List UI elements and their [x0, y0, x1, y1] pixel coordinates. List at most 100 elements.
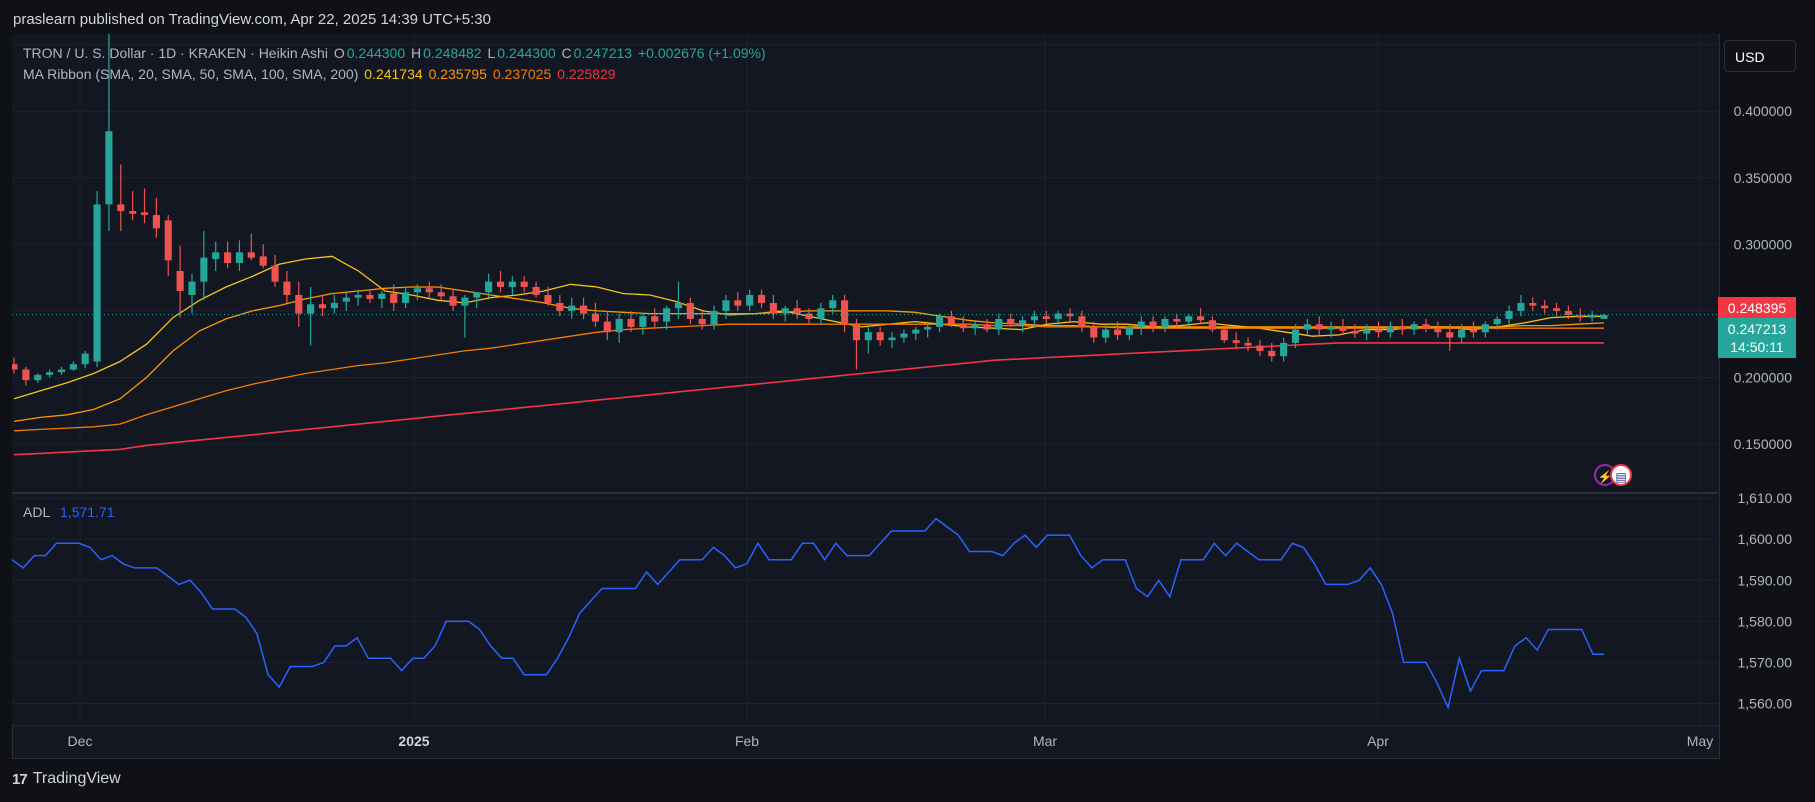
candle-body	[852, 324, 861, 341]
candle	[1042, 310, 1050, 325]
candle-body	[568, 305, 576, 311]
candle-body	[1600, 314, 1608, 319]
candle	[1315, 316, 1323, 335]
candle-body	[496, 281, 505, 287]
bar-countdown: 14:50:11	[1730, 339, 1784, 355]
candle-body	[508, 281, 516, 287]
candle	[627, 310, 635, 333]
candle-body	[164, 220, 172, 261]
candle	[1303, 318, 1311, 335]
candle-body	[1042, 316, 1050, 319]
publisher-info: praslearn published on TradingView.com, …	[13, 11, 491, 28]
us-flag-icon[interactable]: ▤	[1610, 464, 1632, 486]
event-icons[interactable]: ⚡ ▤	[1594, 464, 1632, 486]
candle-body	[224, 252, 232, 263]
candle	[366, 289, 374, 303]
candle	[1066, 308, 1074, 322]
price-pane	[12, 34, 1718, 492]
candle	[1280, 337, 1288, 362]
top-bar: praslearn published on TradingView.com, …	[0, 0, 1815, 36]
candle-body	[461, 297, 469, 306]
candle-body	[1197, 316, 1205, 321]
currency-button[interactable]: USD	[1724, 40, 1796, 72]
open-label: O	[333, 45, 345, 61]
y-tick-label: 0.400000	[1734, 103, 1793, 119]
footer-brand[interactable]: TradingView	[32, 770, 121, 787]
candle	[1339, 318, 1347, 335]
candle	[1363, 324, 1371, 341]
candle-body	[924, 326, 932, 330]
candle	[769, 294, 777, 319]
candle-body	[271, 265, 279, 282]
candle	[947, 310, 955, 327]
candle-body	[1078, 316, 1086, 327]
candle	[663, 305, 671, 330]
candle	[841, 294, 849, 333]
candle-body	[995, 318, 1003, 330]
candle-body	[663, 308, 671, 322]
candle	[496, 270, 505, 293]
candle	[1232, 332, 1240, 349]
candle	[235, 240, 244, 271]
candle-body	[639, 316, 647, 327]
candle-body	[1054, 313, 1062, 319]
candle-body	[1019, 320, 1027, 325]
candle-body	[1552, 308, 1561, 311]
candle	[971, 321, 979, 335]
candle	[1398, 318, 1406, 335]
candle-body	[615, 318, 623, 333]
candle-body	[817, 308, 825, 319]
price-chart[interactable]: Dec2025FebMarAprMay0.4500000.4000000.350…	[12, 34, 1802, 759]
candle-body	[22, 369, 30, 381]
candle-body	[722, 300, 730, 311]
price-plot	[12, 34, 1608, 456]
adl-tick-label: 1,580.00	[1738, 613, 1793, 629]
footer[interactable]: 17 TradingView	[12, 770, 121, 788]
sma20-value: 0.241734	[364, 66, 423, 82]
candle-body	[1398, 326, 1406, 330]
candle-body	[1327, 326, 1335, 330]
candle	[247, 233, 255, 261]
candle-body	[1066, 313, 1074, 317]
candle-body	[1149, 321, 1157, 327]
candle	[46, 369, 54, 378]
candle-body	[1576, 314, 1584, 318]
candle	[1007, 313, 1015, 327]
x-tick-label: 2025	[398, 733, 429, 749]
candle	[912, 326, 920, 341]
sma200-value: 0.225829	[557, 66, 616, 82]
candle-body	[117, 204, 125, 212]
tradingview-logo[interactable]: 17	[12, 770, 28, 788]
candle	[1102, 324, 1110, 343]
candle	[152, 197, 160, 238]
candle-body	[1102, 329, 1110, 338]
candle-body	[591, 313, 599, 322]
candle	[1458, 324, 1466, 343]
candle	[12, 357, 18, 374]
candle-body	[769, 302, 777, 314]
candle	[200, 231, 208, 301]
symbol-legend[interactable]: TRON / U. S. Dollar · 1D · KRAKEN · Heik…	[23, 45, 768, 61]
candle	[1505, 305, 1513, 325]
close-value: 0.247213	[573, 45, 633, 61]
adl-legend[interactable]: ADL 1,571.71	[23, 504, 117, 520]
candle	[817, 302, 825, 325]
low-label: L	[487, 45, 496, 61]
candle	[259, 244, 267, 269]
symbol-title: TRON / U. S. Dollar · 1D · KRAKEN · Heik…	[23, 45, 328, 61]
y-tick-label: 0.300000	[1734, 236, 1793, 252]
candle-body	[81, 353, 89, 365]
candle-body	[1363, 329, 1371, 334]
candle-body	[449, 296, 457, 306]
ma-ribbon-legend[interactable]: MA Ribbon (SMA, 20, SMA, 50, SMA, 100, S…	[23, 66, 618, 82]
candle	[117, 164, 125, 232]
candle-body	[1161, 318, 1169, 327]
adl-tick-label: 1,610.00	[1738, 490, 1793, 506]
candle	[1493, 316, 1501, 330]
adl-pane	[12, 494, 1718, 724]
candle-body	[1232, 340, 1240, 343]
candle	[354, 289, 362, 306]
candle	[1256, 340, 1264, 357]
candle-body	[69, 364, 77, 370]
adl-tick-label: 1,560.00	[1738, 695, 1793, 711]
